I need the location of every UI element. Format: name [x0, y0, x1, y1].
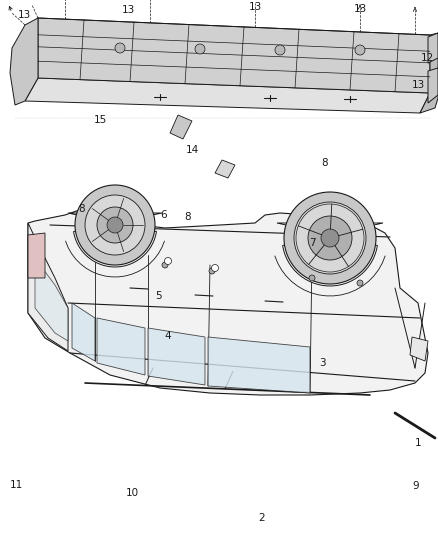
Text: 7: 7 — [309, 238, 315, 248]
Text: 13: 13 — [121, 5, 134, 15]
Text: 8: 8 — [185, 212, 191, 222]
Text: 12: 12 — [420, 53, 434, 63]
Circle shape — [294, 202, 366, 274]
Text: 8: 8 — [321, 158, 328, 168]
Text: 13: 13 — [411, 80, 424, 90]
Polygon shape — [428, 68, 438, 103]
Text: 8: 8 — [79, 204, 85, 214]
Circle shape — [275, 45, 285, 55]
Circle shape — [308, 216, 352, 260]
Polygon shape — [277, 223, 383, 286]
Text: 5: 5 — [155, 291, 161, 301]
Polygon shape — [208, 337, 310, 393]
Circle shape — [355, 45, 365, 55]
Circle shape — [85, 195, 145, 255]
Circle shape — [209, 268, 215, 274]
Text: 13: 13 — [353, 4, 367, 14]
Polygon shape — [38, 18, 430, 93]
Polygon shape — [420, 33, 438, 113]
Circle shape — [309, 275, 315, 281]
Polygon shape — [97, 318, 145, 375]
Circle shape — [165, 257, 172, 264]
Circle shape — [212, 264, 219, 271]
Text: 6: 6 — [161, 210, 167, 220]
Polygon shape — [10, 18, 38, 105]
Text: 11: 11 — [9, 480, 23, 490]
Circle shape — [162, 262, 168, 268]
Text: 13: 13 — [18, 10, 31, 20]
Polygon shape — [25, 78, 430, 113]
Polygon shape — [148, 328, 205, 385]
Polygon shape — [28, 205, 428, 395]
Circle shape — [115, 43, 125, 53]
Text: 2: 2 — [259, 513, 265, 523]
Text: 15: 15 — [93, 115, 106, 125]
Polygon shape — [170, 115, 192, 139]
Circle shape — [195, 44, 205, 54]
Polygon shape — [215, 160, 235, 178]
Text: 1: 1 — [415, 438, 421, 448]
Text: 4: 4 — [165, 331, 171, 341]
Polygon shape — [68, 213, 162, 267]
Polygon shape — [28, 223, 68, 351]
Text: 3: 3 — [319, 358, 325, 368]
Text: 9: 9 — [413, 481, 419, 491]
Text: 14: 14 — [185, 145, 198, 155]
Text: 10: 10 — [125, 488, 138, 498]
Polygon shape — [35, 265, 68, 341]
Circle shape — [75, 185, 155, 265]
Polygon shape — [72, 303, 95, 361]
Text: 13: 13 — [248, 2, 261, 12]
Circle shape — [97, 207, 133, 243]
Polygon shape — [410, 337, 428, 361]
Polygon shape — [28, 233, 45, 278]
Polygon shape — [428, 33, 438, 63]
Circle shape — [357, 280, 363, 286]
Circle shape — [321, 229, 339, 247]
Circle shape — [284, 192, 376, 284]
Circle shape — [107, 217, 123, 233]
